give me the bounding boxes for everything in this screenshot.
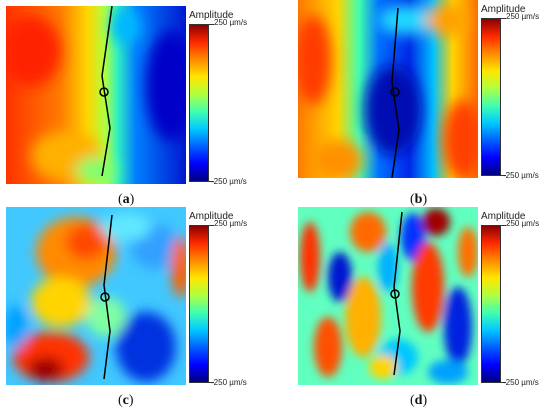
colorbar-title: Amplitude bbox=[189, 211, 234, 222]
colorbar-min-label: -250 µm/s bbox=[211, 177, 247, 186]
colorbar-min-tick bbox=[209, 181, 214, 182]
amplitude-map-a bbox=[6, 6, 186, 184]
colorbar-min-label: -250 µm/s bbox=[211, 378, 247, 387]
caption-letter: c bbox=[122, 393, 129, 408]
crack-line-a bbox=[101, 6, 113, 177]
panel-b: Amplitude 250 µm/s -250 µm/s (b) bbox=[298, 0, 550, 207]
caption-letter: a bbox=[122, 192, 130, 207]
measurement-point-a bbox=[99, 87, 109, 97]
panel-d: Amplitude 250 µm/s -250 µm/s (d) bbox=[298, 207, 550, 408]
colorbar-max-tick bbox=[501, 18, 506, 19]
colorbar-title: Amplitude bbox=[481, 211, 526, 222]
colorbar-min-label: -250 µm/s bbox=[503, 378, 539, 387]
colorbar bbox=[189, 225, 209, 383]
colorbar-max-label: 250 µm/s bbox=[506, 12, 540, 21]
measurement-point-b bbox=[390, 87, 400, 97]
colorbar-max-label: 250 µm/s bbox=[506, 219, 540, 228]
panel-caption: (b) bbox=[410, 192, 428, 207]
panel-caption: (c) bbox=[118, 393, 134, 408]
colorbar-title: Amplitude bbox=[189, 10, 234, 21]
panel-caption: (d) bbox=[410, 393, 428, 408]
caption-letter: b bbox=[414, 192, 423, 207]
colorbar-max-label: 250 µm/s bbox=[214, 219, 248, 228]
amplitude-map-d bbox=[298, 207, 478, 385]
colorbar-min-tick bbox=[501, 382, 506, 383]
measurement-point-d bbox=[390, 289, 400, 299]
amplitude-map-b bbox=[298, 0, 478, 178]
crack-line-b bbox=[391, 7, 400, 178]
colorbar-max-tick bbox=[209, 225, 214, 226]
colorbar-min-tick bbox=[501, 175, 506, 176]
colorbar-title: Amplitude bbox=[481, 4, 526, 15]
amplitude-map-c bbox=[6, 207, 186, 385]
panel-c: Amplitude 250 µm/s -250 µm/s (c) bbox=[6, 207, 276, 408]
colorbar-max-tick bbox=[501, 225, 506, 226]
colorbar bbox=[481, 18, 501, 176]
colorbar-max-label: 250 µm/s bbox=[214, 18, 248, 27]
colorbar bbox=[481, 225, 501, 383]
crack-line-d bbox=[393, 211, 403, 376]
panel-caption: (a) bbox=[118, 192, 135, 207]
colorbar-max-tick bbox=[209, 24, 214, 25]
crack-line-c bbox=[103, 214, 113, 380]
caption-letter: d bbox=[414, 393, 423, 408]
colorbar-min-label: -250 µm/s bbox=[503, 171, 539, 180]
colorbar bbox=[189, 24, 209, 182]
panel-a: Amplitude 250 µm/s -250 µm/s (a) bbox=[6, 6, 276, 207]
measurement-point-c bbox=[100, 292, 110, 302]
colorbar-min-tick bbox=[209, 382, 214, 383]
